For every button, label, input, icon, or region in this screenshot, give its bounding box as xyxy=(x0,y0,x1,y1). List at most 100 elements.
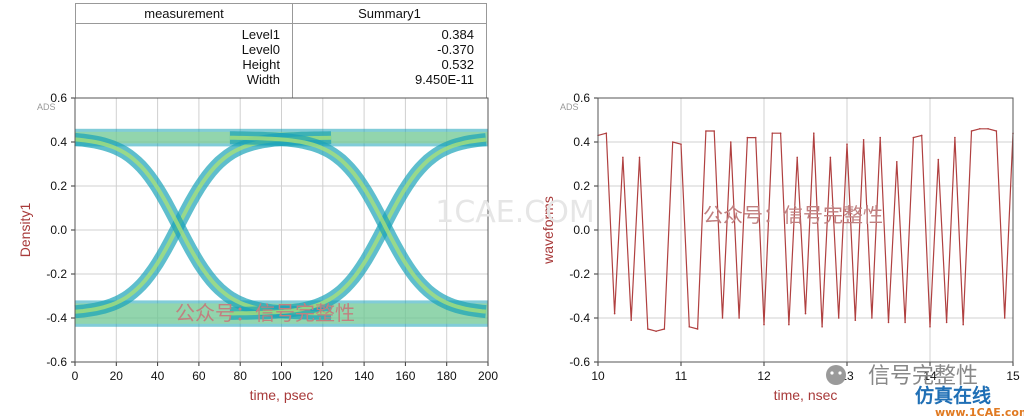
x-tick-label: 40 xyxy=(151,369,165,383)
label-width: Width xyxy=(246,72,280,87)
waveform-point xyxy=(979,128,981,130)
waveform-point xyxy=(605,132,608,134)
waveform-point xyxy=(713,130,715,132)
ads-corner-label: ADS xyxy=(560,102,579,112)
site-url: www.1CAE.com xyxy=(935,406,1024,418)
waveform-point xyxy=(638,156,641,159)
plot-frame xyxy=(597,97,1014,363)
waveform-point xyxy=(854,319,857,322)
x-tick-label: 15 xyxy=(1006,369,1020,383)
y-tick-label: 0.4 xyxy=(573,135,590,149)
y-tick-label: 0.6 xyxy=(573,91,590,105)
y-tick-label: -0.6 xyxy=(46,355,67,369)
label-level0: Level0 xyxy=(241,42,280,57)
waveform-point xyxy=(705,130,707,132)
x-tick-label: 20 xyxy=(110,369,124,383)
waveform-point xyxy=(613,312,616,315)
x-tick-label: 80 xyxy=(234,369,248,383)
waveform-point xyxy=(887,321,890,324)
waveform-point xyxy=(962,323,964,326)
waveform-point xyxy=(671,141,674,143)
waveform-point xyxy=(837,317,840,319)
waveform-point xyxy=(696,328,699,330)
x-tick-label: 60 xyxy=(192,369,206,383)
waveform-point xyxy=(920,134,923,137)
wechat-badge: 信号完整性 xyxy=(826,364,978,389)
eye-transition-core xyxy=(229,137,487,316)
x-axis-label: time, nsec xyxy=(774,387,838,403)
waveform-point xyxy=(846,143,848,145)
label-level1: Level1 xyxy=(241,27,280,42)
site-logo: 仿真在线 www.1CAE.com xyxy=(915,384,1024,418)
x-tick-label: 11 xyxy=(675,369,688,383)
waveform-point xyxy=(937,158,940,161)
waveform-point xyxy=(763,323,765,326)
ads-corner-label: ADS xyxy=(37,102,56,112)
eye-transition-core xyxy=(229,135,487,314)
y-axis-label: waveforms xyxy=(540,196,556,265)
y-tick-label: 0.6 xyxy=(50,91,67,105)
waveform-point xyxy=(829,156,832,159)
watermark-cn-left: 公众号：信号完整性 xyxy=(175,301,355,325)
y-tick-label: 0.0 xyxy=(50,223,67,237)
wechat-icon xyxy=(826,365,846,385)
summary-table-body: Level1 Level0 Height Width 0.384 -0.370 … xyxy=(75,23,487,99)
waveform-point xyxy=(688,326,691,328)
x-tick-label: 100 xyxy=(271,369,291,383)
y-tick-label: -0.2 xyxy=(46,267,67,281)
waveform-point xyxy=(929,326,931,328)
waveform-point xyxy=(879,136,881,139)
waveform-point xyxy=(663,328,666,330)
value-height: 0.532 xyxy=(441,57,474,72)
value-level0: -0.370 xyxy=(437,42,474,57)
plot-frame xyxy=(74,97,489,363)
measurement-values: 0.384 -0.370 0.532 9.450E-11 xyxy=(292,23,487,99)
waveform-point xyxy=(738,317,740,319)
waveform-point xyxy=(771,132,774,134)
x-tick-label: 160 xyxy=(395,369,415,383)
waveform-point xyxy=(754,136,757,139)
x-tick-label: 120 xyxy=(313,369,333,383)
label-height: Height xyxy=(242,57,280,72)
x-tick-label: 14 xyxy=(923,369,937,383)
x-tick-label: 180 xyxy=(437,369,457,383)
waveform-point xyxy=(779,132,782,134)
x-tick-label: 0 xyxy=(72,369,79,383)
wechat-name: 信号完整性 xyxy=(868,364,978,389)
waveform-point xyxy=(680,143,682,145)
eye-diagram-chart: 0 20 40 60 80 100 120 140 160 180 200 -0.6 -0.4 -0.2 0… xyxy=(17,91,498,403)
waveform-point xyxy=(804,312,807,315)
x-tick-label: 10 xyxy=(591,369,605,383)
y-tick-label: 0.4 xyxy=(50,135,67,149)
y-tick-label: 0.2 xyxy=(573,179,590,193)
x-tick-label: 140 xyxy=(354,369,374,383)
waveform-point xyxy=(970,130,973,132)
waveform-point xyxy=(862,139,865,141)
waveform-point xyxy=(788,323,790,326)
waveform-point xyxy=(904,321,906,324)
waveform-chart: 10 11 12 13 14 15-0.6-0.4-0.20.00.20.40.6time… xyxy=(540,91,1020,403)
waveform-point xyxy=(796,156,798,159)
waveform-point xyxy=(655,330,657,333)
waveform-point xyxy=(871,317,873,319)
waveform-point xyxy=(987,128,989,130)
value-level1: 0.384 xyxy=(441,27,474,42)
y-tick-label: 0.2 xyxy=(50,179,67,193)
site-logo-text: 仿真在线 xyxy=(915,384,991,407)
waveform-point xyxy=(1003,317,1006,319)
waveform-point xyxy=(945,321,948,324)
y-tick-label: -0.6 xyxy=(569,355,590,369)
waveform-point xyxy=(730,141,732,143)
waveform-point xyxy=(995,130,998,132)
summary-table: measurement Summary1 Level1 Level0 Heigh… xyxy=(75,3,487,99)
y-tick-label: -0.4 xyxy=(46,311,67,325)
waveform-point xyxy=(821,326,823,328)
watermark-mid: 1CAE.COM xyxy=(435,195,595,230)
value-width: 9.450E-11 xyxy=(414,72,474,87)
waveform-point xyxy=(746,136,749,139)
waveform-point xyxy=(622,156,624,159)
waveform-point xyxy=(912,136,915,139)
y-tick-label: -0.2 xyxy=(569,267,590,281)
x-tick-label: 200 xyxy=(478,369,498,383)
